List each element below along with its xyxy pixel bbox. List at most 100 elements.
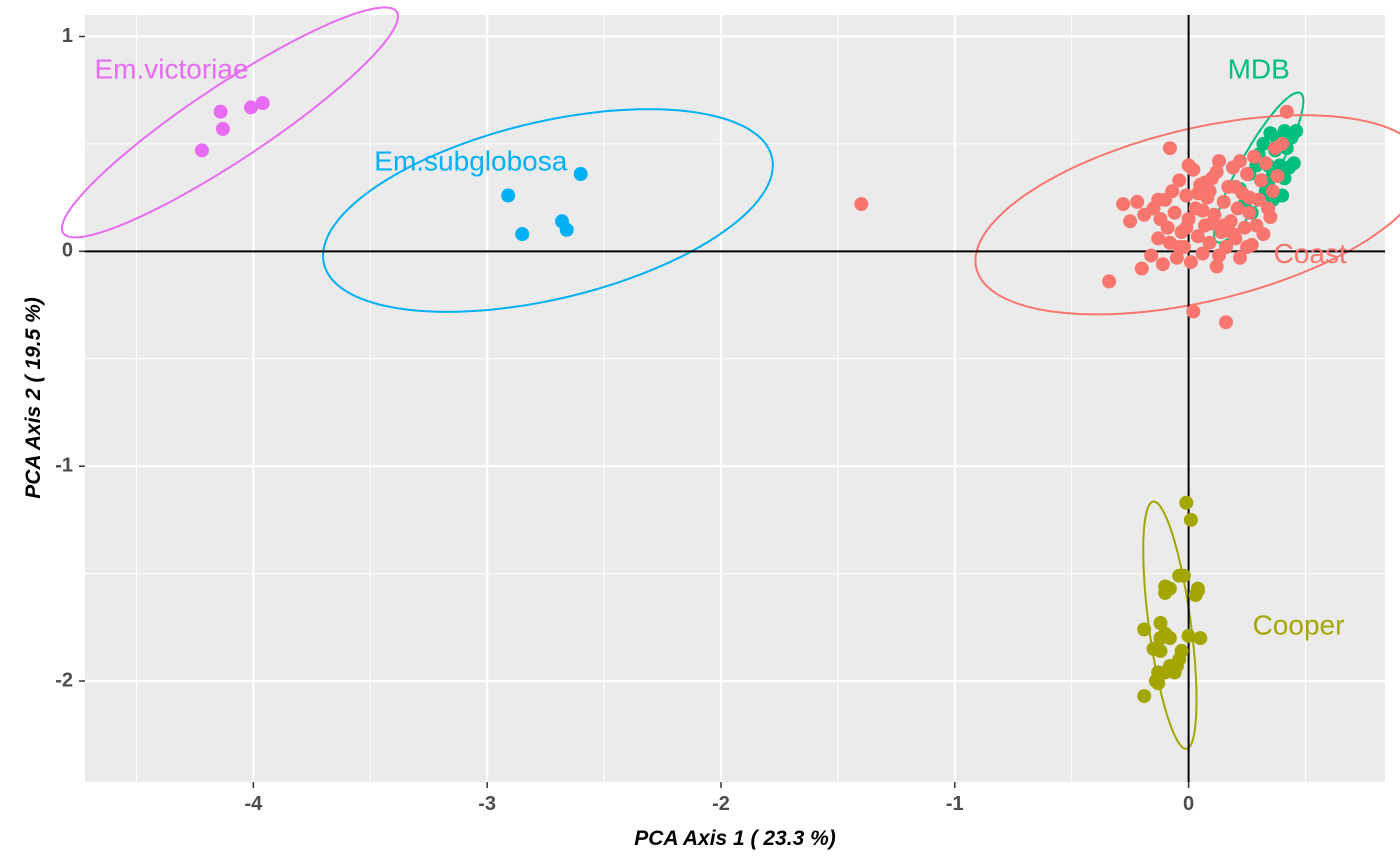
x-tick-label: 0	[1183, 793, 1194, 815]
data-point	[1167, 205, 1182, 220]
data-point	[213, 104, 228, 119]
x-tick-label: -1	[946, 793, 964, 815]
data-point	[1195, 203, 1210, 218]
ellipse-em-subglobosa	[321, 108, 774, 313]
data-point	[1162, 141, 1177, 156]
data-point	[1158, 585, 1173, 600]
ellipse-em-victoriae	[60, 6, 399, 239]
group-label: MDB	[1228, 53, 1290, 84]
group-label: Em.victoriae	[94, 53, 248, 84]
data-point	[1279, 104, 1294, 119]
data-point	[1116, 197, 1131, 212]
data-point	[1151, 231, 1166, 246]
data-point	[1102, 274, 1117, 289]
data-point	[1240, 240, 1255, 254]
x-tick-label: -4	[244, 793, 263, 815]
group-labels: Em.victoriae Em.subglobosa MDB Coast Cooper	[94, 53, 1347, 640]
y-tick-label: 0	[62, 240, 73, 262]
data-point	[1263, 210, 1278, 224]
data-point	[1256, 136, 1271, 151]
data-point	[1151, 192, 1166, 207]
data-point	[1190, 186, 1205, 201]
data-point	[1172, 240, 1187, 254]
data-point	[1165, 184, 1180, 199]
data-point	[1258, 156, 1273, 171]
data-point	[1209, 164, 1224, 179]
x-tick-label: -2	[712, 793, 730, 815]
data-point	[501, 188, 516, 203]
data-point	[1242, 205, 1257, 220]
data-point	[1240, 167, 1255, 181]
x-axis-ticks: -4 -3 -2 -1 0	[244, 782, 1194, 815]
data-point	[1212, 248, 1226, 263]
data-point	[1123, 214, 1138, 229]
data-point	[1179, 495, 1194, 510]
y-tick-label: -1	[55, 454, 73, 476]
data-point	[1216, 194, 1231, 209]
data-point	[1205, 216, 1219, 231]
data-point	[1137, 689, 1152, 704]
group-label: Cooper	[1253, 610, 1345, 641]
data-point	[1172, 568, 1187, 583]
data-point	[1256, 227, 1271, 242]
data-point	[1219, 315, 1233, 330]
data-point	[1233, 250, 1247, 265]
data-point	[1193, 631, 1208, 646]
data-points	[194, 96, 1304, 704]
data-point	[854, 197, 869, 212]
data-point	[1179, 220, 1194, 235]
data-point	[255, 96, 270, 111]
data-point	[1134, 261, 1149, 276]
x-tick-label: -3	[478, 793, 496, 815]
data-point	[1275, 136, 1290, 151]
data-point	[559, 222, 574, 237]
data-point	[1190, 229, 1205, 244]
data-point	[1181, 628, 1196, 643]
data-point	[573, 167, 588, 181]
data-point	[1181, 158, 1196, 173]
data-point	[1286, 156, 1301, 171]
reference-lines	[85, 15, 1385, 782]
data-point	[1226, 227, 1240, 242]
x-axis-title: PCA Axis 1 ( 23.3 %)	[634, 827, 836, 850]
data-point	[1247, 149, 1262, 164]
data-point	[1270, 169, 1285, 184]
y-axis-ticks: -2 -1 0 1	[55, 25, 85, 691]
data-point	[1148, 674, 1163, 688]
data-point	[1172, 173, 1187, 188]
data-point	[1183, 512, 1198, 527]
data-point	[515, 227, 530, 242]
data-point	[244, 100, 258, 115]
data-point	[1230, 201, 1245, 216]
data-point	[1233, 154, 1247, 169]
data-point	[194, 143, 209, 158]
y-axis-title: PCA Axis 2 ( 19.5 %)	[22, 297, 45, 499]
data-point	[1254, 173, 1269, 188]
plot-panel	[85, 15, 1385, 782]
data-point	[1289, 124, 1304, 138]
data-point	[1130, 194, 1145, 209]
data-point	[1212, 154, 1226, 169]
data-point	[1153, 643, 1168, 658]
group-label: Em.subglobosa	[374, 146, 567, 177]
data-point	[1160, 220, 1175, 235]
data-point	[1167, 665, 1182, 680]
data-point	[1137, 622, 1152, 637]
data-point	[1216, 218, 1231, 233]
data-point	[1237, 220, 1252, 235]
data-point	[1183, 255, 1198, 270]
group-label: Coast	[1274, 238, 1347, 269]
data-point	[1198, 175, 1212, 190]
data-point	[1169, 250, 1184, 265]
data-point	[1209, 259, 1224, 274]
y-tick-label: 1	[62, 25, 73, 47]
data-point	[1153, 616, 1168, 630]
y-tick-label: -2	[55, 669, 73, 691]
data-point	[215, 121, 230, 136]
data-point	[1155, 257, 1170, 272]
data-point	[1179, 188, 1194, 203]
data-point	[1228, 179, 1243, 194]
data-point	[1202, 235, 1217, 250]
data-point	[1195, 246, 1210, 261]
